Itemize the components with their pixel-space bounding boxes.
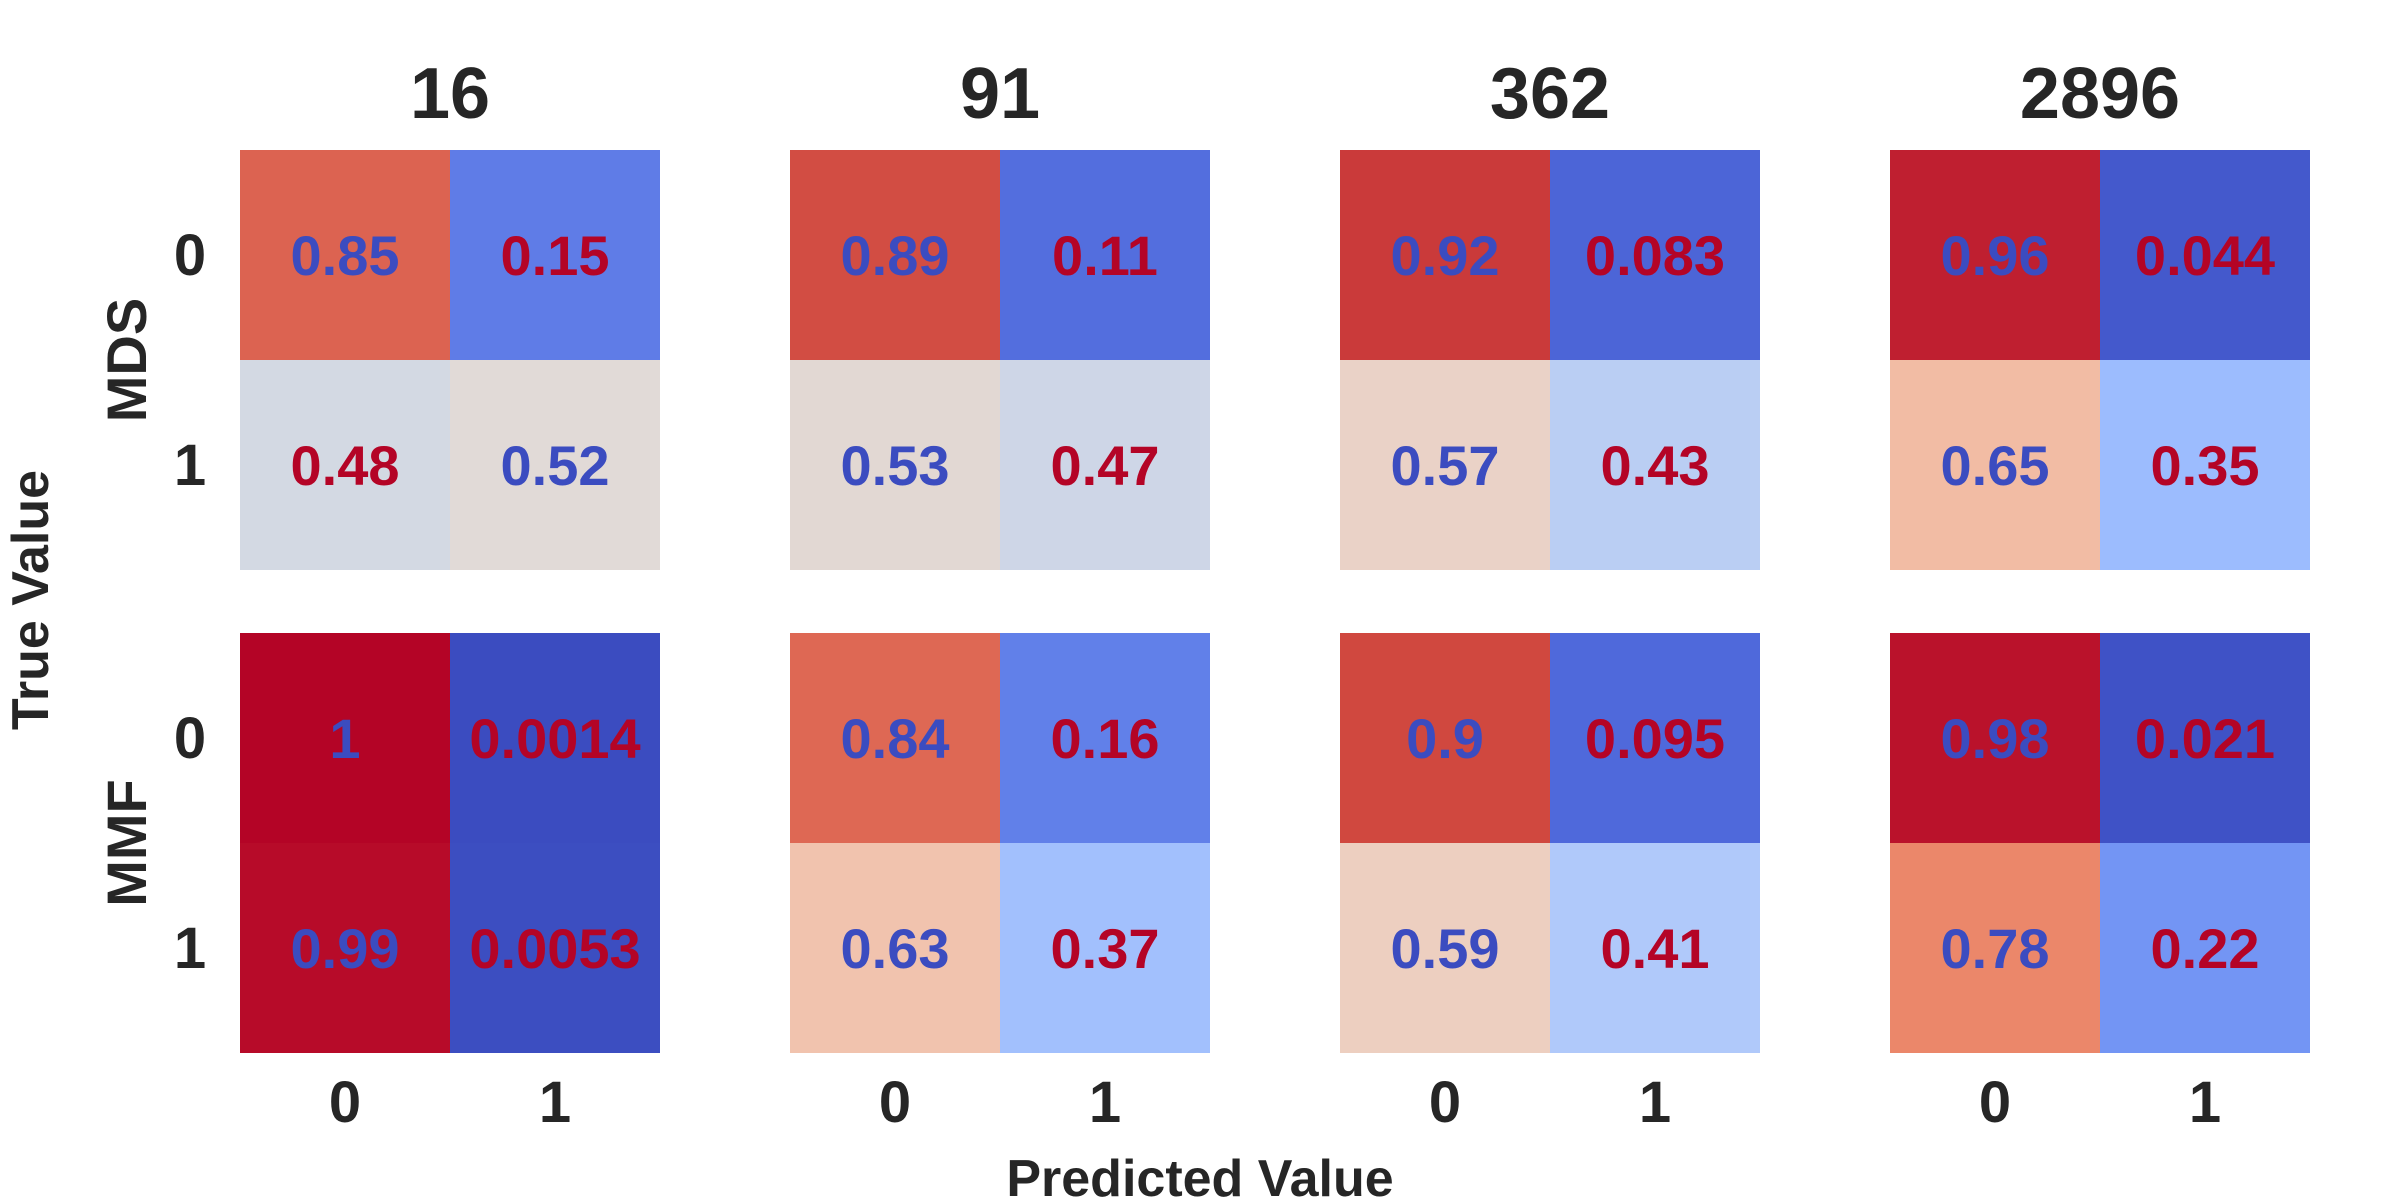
heatmap-cell (790, 360, 1000, 570)
x-tick-label: 0 (879, 1070, 911, 1135)
cell-value-label: 0.22 (2151, 917, 2260, 980)
heatmap-cell (1890, 843, 2100, 1053)
heatmap-cell (1890, 150, 2100, 360)
heatmap-cell (2100, 150, 2310, 360)
heatmap-cell (1550, 843, 1760, 1053)
cell-value-label: 0.53 (841, 434, 950, 497)
column-title: 91 (960, 54, 1040, 134)
cell-value-label: 0.095 (1585, 707, 1725, 770)
x-axis-label: Predicted Value (1006, 1150, 1393, 1200)
heatmap-cell (450, 843, 660, 1053)
cell-value-label: 0.0014 (469, 707, 640, 770)
heatmap-cell (1000, 150, 1210, 360)
column-title: 2896 (2020, 54, 2180, 134)
heatmap-cell (1000, 360, 1210, 570)
heatmap-cell (1340, 150, 1550, 360)
column-title: 362 (1490, 54, 1610, 134)
heatmap-cell (1000, 633, 1210, 843)
heatmap-cell (450, 360, 660, 570)
cell-value-label: 0.89 (841, 224, 950, 287)
cell-value-label: 0.0053 (469, 917, 640, 980)
row-label: MDS (95, 298, 158, 422)
x-tick-label: 1 (1639, 1070, 1671, 1135)
cell-value-label: 0.083 (1585, 224, 1725, 287)
x-tick-label: 1 (539, 1070, 571, 1135)
column-title: 16 (410, 54, 490, 134)
heatmap-cell (240, 633, 450, 843)
cell-value-label: 0.16 (1051, 707, 1160, 770)
heatmap-cell (240, 843, 450, 1053)
y-axis-label: True Value (2, 470, 60, 730)
heatmap-cell (1550, 633, 1760, 843)
heatmap-cell (790, 843, 1000, 1053)
cell-value-label: 0.021 (2135, 707, 2275, 770)
heatmap-cell (2100, 633, 2310, 843)
cell-value-label: 0.92 (1391, 224, 1500, 287)
heatmap-cell (1890, 360, 2100, 570)
cell-value-label: 0.9 (1406, 707, 1484, 770)
cell-value-label: 0.15 (501, 224, 610, 287)
cell-value-label: 0.65 (1941, 434, 2050, 497)
heatmap-cell (1340, 843, 1550, 1053)
cell-value-label: 0.63 (841, 917, 950, 980)
cell-value-label: 0.044 (2135, 224, 2275, 287)
heatmap-cell (240, 360, 450, 570)
cell-value-label: 1 (329, 707, 360, 770)
cell-value-label: 0.99 (291, 917, 400, 980)
heatmap-cell (2100, 360, 2310, 570)
heatmap-cell (450, 633, 660, 843)
cell-value-label: 0.48 (291, 434, 400, 497)
cell-value-label: 0.98 (1941, 707, 2050, 770)
heatmap-cell (1340, 360, 1550, 570)
cell-value-label: 0.84 (841, 707, 950, 770)
cell-value-label: 0.47 (1051, 434, 1160, 497)
cell-value-label: 0.11 (1052, 224, 1158, 287)
y-tick-label: 0 (174, 706, 206, 771)
y-tick-label: 0 (174, 223, 206, 288)
heatmap-cell (1000, 843, 1210, 1053)
heatmap-cell (450, 150, 660, 360)
cell-value-label: 0.37 (1051, 917, 1160, 980)
heatmap-cell (1550, 150, 1760, 360)
y-tick-label: 1 (174, 916, 206, 981)
x-tick-label: 1 (1089, 1070, 1121, 1135)
cell-value-label: 0.57 (1391, 434, 1500, 497)
cell-value-label: 0.59 (1391, 917, 1500, 980)
cell-value-label: 0.85 (291, 224, 400, 287)
heatmap-cell (1550, 360, 1760, 570)
cell-value-label: 0.52 (501, 434, 610, 497)
cell-value-label: 0.43 (1601, 434, 1710, 497)
y-tick-label: 1 (174, 433, 206, 498)
x-tick-label: 1 (2189, 1070, 2221, 1135)
x-tick-label: 0 (1979, 1070, 2011, 1135)
heatmap-cell (790, 150, 1000, 360)
heatmap-panels: 0.85 0.15 0.48 0.52 0.89 0.11 0.53 0.47 0.92 0.08… (95, 54, 2310, 1135)
cell-value-label: 0.78 (1941, 917, 2050, 980)
heatmap-cell (1890, 633, 2100, 843)
cell-value-label: 0.41 (1601, 917, 1710, 980)
heatmap-cell (2100, 843, 2310, 1053)
row-label: MMF (95, 779, 158, 907)
x-tick-label: 0 (329, 1070, 361, 1135)
heatmap-cell (240, 150, 450, 360)
heatmap-cell (790, 633, 1000, 843)
cell-value-label: 0.35 (2151, 434, 2260, 497)
heatmap-cell (1340, 633, 1550, 843)
cell-value-label: 0.96 (1941, 224, 2050, 287)
x-tick-label: 0 (1429, 1070, 1461, 1135)
